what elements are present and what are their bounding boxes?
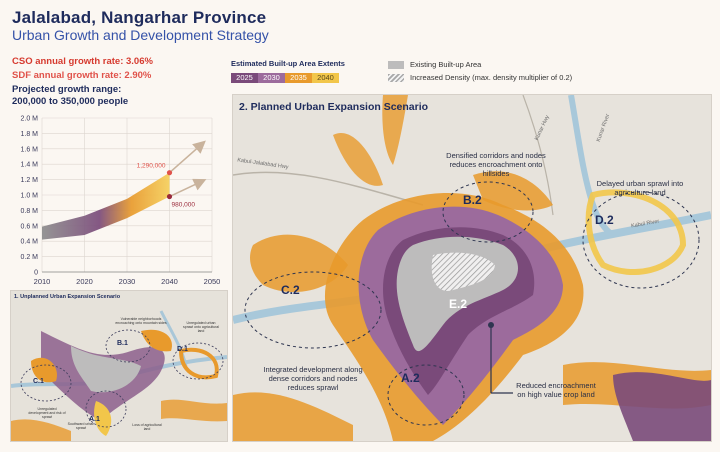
projection-arrow [169,178,207,198]
y-tick-label: 0.8 M [20,208,38,215]
small-label-c1: C.1 [33,378,44,385]
growth-range-value: 200,000 to 350,000 people [12,96,129,107]
note-d2: Delayed urban sprawl into agriculture la… [596,179,684,197]
legend-density: Increased Density (max. density multipli… [388,73,572,82]
legend-existing: Existing Built-up Area [388,60,481,69]
zone-a2-boundary [387,364,465,426]
projection-point [166,170,173,176]
x-tick-label: 2050 [204,277,221,286]
zone-d2-boundary [582,191,700,289]
legend-year-bar: 2025 2030 2035 2040 [231,73,339,83]
note-b2: Densified corridors and nodes reduces en… [446,151,546,178]
small-label-d1: D.1 [177,346,188,353]
legend-existing-label: Existing Built-up Area [410,60,482,69]
y-tick-label: 0.2 M [20,254,38,261]
zone-b2-boundary [442,181,534,243]
x-tick-label: 2010 [34,277,51,286]
small-label-b1: B.1 [117,340,128,347]
unplanned-scenario-map: 1. Unplanned Urban Expansion Scenario B.… [10,290,228,442]
page-title: Jalalabad, Nangarhar Province [12,8,267,27]
legend-year-2035: 2035 [285,73,312,83]
zone-e2-label: E.2 [449,297,468,311]
small-map-title: 1. Unplanned Urban Expansion Scenario [14,294,121,300]
zone-d2-label: D.2 [595,213,614,227]
legend-year-2040: 2040 [312,73,339,83]
small-note-southward: Southward urban sprawl [67,422,95,430]
legend-year-2030: 2030 [258,73,285,83]
zone-c2-boundary [244,271,382,349]
x-tick-label: 2020 [76,277,93,286]
growth-range-label: Projected growth range: [12,84,122,95]
main-map-title: 2. Planned Urban Expansion Scenario [239,101,429,113]
small-note-unregulated: Unregulated urban sprawl onto agricultur… [183,321,219,333]
note-c2: Integrated development along dense corri… [263,365,363,392]
projection-value-label: 980,000 [172,202,196,209]
y-tick-label: 2.0 M [20,116,38,123]
zone-c2-label: C.2 [281,283,300,297]
y-tick-label: 1.8 M [20,131,38,138]
projection-arrow [168,140,206,174]
note-e2: Reduced encroachment on high value crop … [516,381,596,399]
y-tick-label: 0 [34,270,38,277]
sdf-growth-rate: SDF annual growth rate: 2.90% [12,70,152,81]
projection-point [166,193,173,200]
small-note-agri-loss: Loss of agricultural land [132,423,162,431]
cso-growth-rate: CSO annual growth rate: 3.06% [12,56,153,67]
y-tick-label: 0.4 M [20,239,38,246]
y-tick-label: 1.4 M [20,162,38,169]
highway-road [233,171,424,206]
zone-a2-label: A.2 [401,371,420,385]
small-label-a1: A.1 [89,416,100,423]
growth-range-band [42,172,170,240]
existing-swatch [388,60,404,69]
legend-year-2025: 2025 [231,73,258,83]
growth-range: Projected growth range: 200,000 to 350,0… [12,84,222,108]
y-tick-label: 1.2 M [20,177,38,184]
projection-value-label: 1,290,000 [137,163,166,170]
population-growth-chart: 0 0.2 M 0.4 M 0.6 M 0.8 M 1.0 M 1.2 M 1.4 M 1.6 … [20,116,221,287]
density-swatch [388,73,404,82]
x-tick-label: 2040 [161,277,178,286]
y-tick-label: 1.6 M [20,146,38,153]
x-tick-label: 2030 [119,277,136,286]
zone-b2-label: B.2 [463,193,482,207]
planned-scenario-map: 2. Planned Urban Expansion Scenario B.2 … [232,94,712,442]
legend-density-label: Increased Density (max. density multipli… [410,73,573,82]
small-note-sprawl-risk: Unregulated development and risk of spra… [28,407,66,419]
page-subtitle: Urban Growth and Development Strategy [12,27,269,43]
legend-title: Estimated Built-up Area Extents [231,59,345,68]
y-tick-label: 0.6 M [20,223,38,230]
y-tick-label: 1.0 M [20,193,38,200]
small-note-mountain: Vulnerable neighborhoods encroaching ont… [115,317,167,325]
